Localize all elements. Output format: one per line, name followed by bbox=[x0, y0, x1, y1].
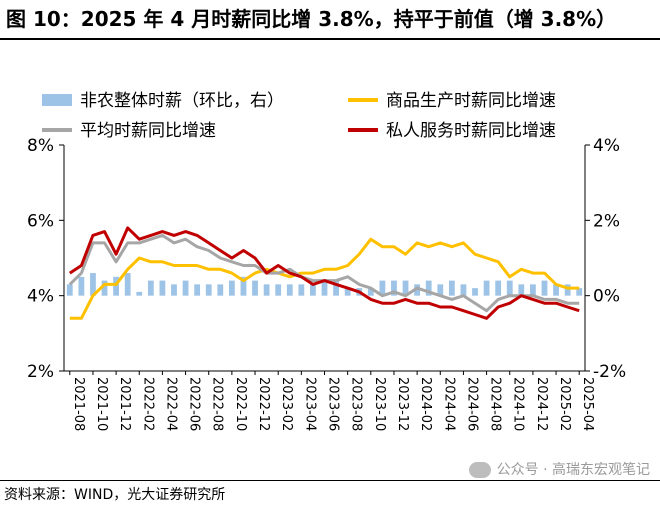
bar-mom-wage bbox=[182, 280, 189, 296]
watermark: 公众号 · 高瑞东宏观笔记 bbox=[468, 459, 650, 479]
line-private-services bbox=[68, 226, 580, 320]
x-tick-label: 2024-06 bbox=[464, 377, 479, 431]
divider bbox=[0, 480, 660, 481]
bar-mom-wage bbox=[298, 284, 305, 296]
bar-mom-wage bbox=[391, 280, 397, 296]
x-tick-label: 2021-08 bbox=[71, 377, 86, 431]
bar-mom-wage bbox=[367, 288, 374, 296]
x-tick-label: 2024-08 bbox=[488, 377, 503, 431]
bar-mom-wage bbox=[518, 284, 525, 296]
wage-growth-chart: 2% 4% 6% 8% -2% 0% 2% 4% 2021-08 2021-10 2021-12 20… bbox=[27, 91, 626, 431]
bar-mom-wage bbox=[321, 280, 328, 296]
legend-label: 私人服务时薪同比增速 bbox=[386, 121, 556, 141]
bar-mom-wage bbox=[483, 280, 490, 296]
bar-mom-wage bbox=[344, 288, 351, 296]
bar-mom-wage bbox=[252, 280, 258, 296]
x-tick-label: 2024-04 bbox=[441, 377, 456, 431]
watermark-text: 公众号 · 高瑞东宏观笔记 bbox=[496, 462, 650, 478]
bar-mom-wage bbox=[530, 284, 536, 296]
x-tick-label: 2025-04 bbox=[580, 377, 595, 431]
bar-mom-wage bbox=[124, 273, 131, 296]
legend-label: 非农整体时薪（环比，右） bbox=[80, 91, 284, 111]
x-tick-label: 2021-12 bbox=[117, 377, 132, 431]
bar-mom-wage bbox=[101, 280, 108, 296]
bar-mom-wage bbox=[379, 280, 386, 296]
x-tick-label: 2022-06 bbox=[187, 377, 202, 431]
bar-mom-wage bbox=[194, 284, 201, 296]
bar-mom-wage bbox=[333, 280, 339, 296]
left-tick-label: 6% bbox=[27, 211, 54, 231]
left-tick-label: 8% bbox=[27, 136, 54, 156]
right-tick-label: 4% bbox=[593, 136, 620, 156]
x-tick-label: 2023-06 bbox=[326, 377, 341, 431]
line-goods-producing bbox=[69, 237, 580, 320]
x-tick-label: 2024-02 bbox=[418, 377, 433, 431]
x-tick-label: 2023-08 bbox=[349, 377, 364, 431]
bar-mom-wage bbox=[90, 273, 96, 296]
x-tick-label: 2024-12 bbox=[534, 377, 549, 431]
x-tick-label: 2024-10 bbox=[511, 377, 526, 431]
bar-mom-wage bbox=[263, 284, 270, 296]
bar-mom-wage bbox=[506, 280, 513, 296]
bar-mom-wage bbox=[437, 284, 444, 296]
left-tick-label: 4% bbox=[27, 287, 54, 307]
line-average bbox=[68, 233, 580, 313]
x-tick-label: 2025-02 bbox=[557, 377, 572, 431]
x-tick-label: 2023-02 bbox=[279, 377, 294, 431]
bar-mom-wage bbox=[113, 276, 119, 296]
legend-swatch-bar bbox=[42, 94, 72, 106]
right-tick-label: 0% bbox=[593, 287, 620, 307]
bar-mom-wage bbox=[286, 284, 293, 296]
bar-mom-wage bbox=[217, 284, 224, 296]
bar-mom-wage bbox=[448, 280, 455, 296]
x-tick-label: 2023-10 bbox=[372, 377, 387, 431]
chart-title: 图 10：2025 年 4 月时薪同比增 3.8%，持平于前值（增 3.8%） bbox=[0, 0, 660, 40]
bar-mom-wage bbox=[275, 284, 282, 296]
x-tick-label: 2021-10 bbox=[94, 377, 109, 431]
bar-mom-wage bbox=[414, 284, 421, 296]
x-tick-label: 2022-02 bbox=[140, 377, 155, 431]
x-tick-label: 2022-08 bbox=[210, 377, 225, 431]
wechat-icon bbox=[468, 462, 491, 478]
x-tick-label: 2023-04 bbox=[302, 377, 317, 431]
legend-label: 商品生产时薪同比增速 bbox=[386, 91, 556, 111]
bar-mom-wage bbox=[541, 280, 548, 296]
bar-mom-wage bbox=[205, 284, 212, 296]
bar-mom-wage bbox=[240, 276, 247, 296]
legend-label: 平均时薪同比增速 bbox=[80, 121, 216, 141]
bar-mom-wage bbox=[425, 280, 432, 296]
bar-mom-wage bbox=[460, 284, 467, 296]
right-tick-label: 2% bbox=[593, 211, 620, 231]
bar-mom-wage bbox=[66, 284, 73, 296]
bar-mom-wage bbox=[553, 284, 559, 296]
bar-mom-wage bbox=[310, 284, 316, 296]
bar-mom-wage bbox=[576, 288, 583, 296]
bar-mom-wage bbox=[402, 280, 409, 296]
bar-mom-wage bbox=[495, 280, 502, 296]
bar-mom-wage bbox=[78, 276, 85, 296]
bar-mom-wage bbox=[564, 284, 571, 296]
bar-mom-wage bbox=[472, 288, 478, 296]
x-tick-label: 2023-12 bbox=[395, 377, 410, 431]
x-tick-label: 2022-10 bbox=[233, 377, 248, 431]
source-note: 资料来源：WIND，光大证券研究所 bbox=[4, 487, 226, 503]
x-tick-label: 2022-12 bbox=[256, 377, 271, 431]
bar-mom-wage bbox=[147, 280, 154, 296]
bar-mom-wage bbox=[136, 291, 143, 296]
bar-mom-wage bbox=[159, 280, 166, 296]
x-tick-label: 2022-04 bbox=[163, 377, 178, 431]
right-tick-label: -2% bbox=[593, 362, 626, 382]
bar-mom-wage bbox=[228, 280, 235, 296]
left-tick-label: 2% bbox=[27, 362, 54, 382]
bar-mom-wage bbox=[171, 284, 177, 296]
